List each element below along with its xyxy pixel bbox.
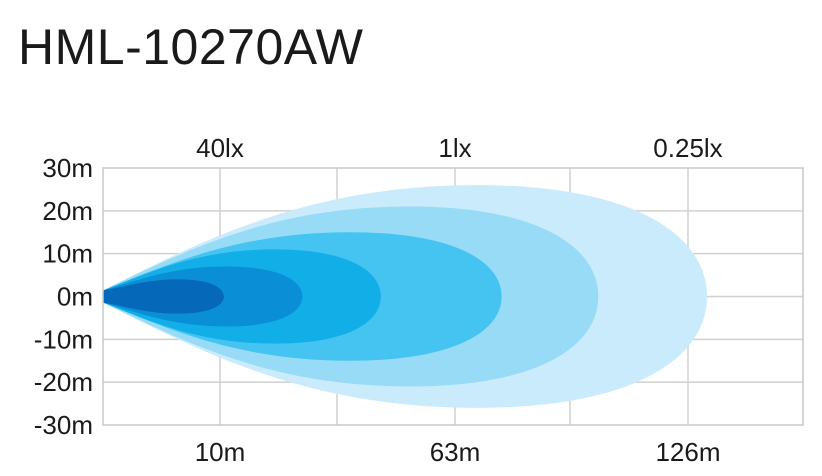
beam-pattern	[103, 185, 707, 408]
y-tick-label: -10m	[34, 324, 93, 354]
x-tick-label: 63m	[430, 437, 481, 467]
chart-title: HML-10270AW	[18, 19, 364, 75]
plot-frame	[102, 167, 804, 426]
y-tick-label: 0m	[57, 282, 93, 312]
illuminance-label: 1lx	[438, 133, 471, 163]
y-tick-label: 20m	[42, 196, 93, 226]
illuminance-labels: 40lx 1lx 0.25lx	[196, 133, 723, 163]
x-tick-label: 126m	[655, 437, 720, 467]
illuminance-label: 40lx	[196, 133, 244, 163]
y-tick-label: 30m	[42, 153, 93, 183]
x-axis-labels: 10m 63m 126m	[195, 437, 721, 467]
beam-zone-6	[103, 279, 224, 314]
y-tick-label: -20m	[34, 367, 93, 397]
illuminance-label: 0.25lx	[653, 133, 722, 163]
y-axis-labels: 30m 20m 10m 0m -10m -20m -30m	[34, 153, 93, 440]
y-tick-label: 10m	[42, 239, 93, 269]
x-tick-label: 10m	[195, 437, 246, 467]
y-tick-label: -30m	[34, 410, 93, 440]
